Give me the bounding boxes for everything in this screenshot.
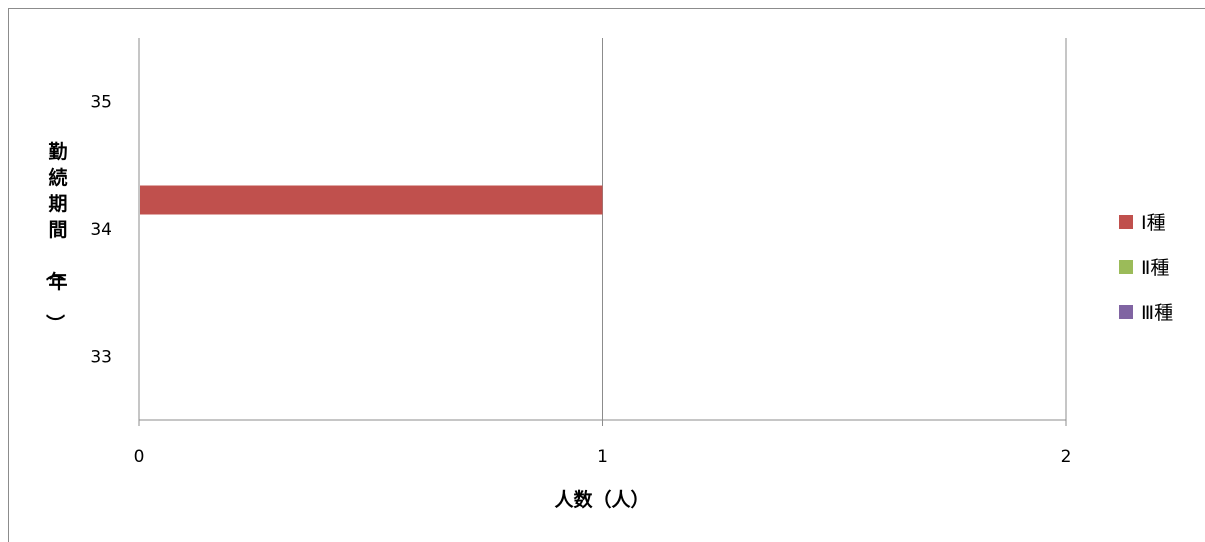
legend-swatch-0: [1119, 215, 1133, 229]
legend-label-0: Ⅰ種: [1141, 212, 1166, 234]
legend-label-2: Ⅲ種: [1141, 302, 1173, 324]
x-tick-label-0: 0: [134, 447, 145, 467]
legend-swatch-1: [1119, 260, 1133, 274]
y-tick-label-1: 34: [90, 220, 112, 240]
y-tick-label-2: 35: [90, 93, 112, 113]
y-axis-title: 勤続期間（年）: [43, 140, 67, 333]
x-tick-label-2: 2: [1061, 447, 1072, 467]
y-tick-label-0: 33: [90, 347, 112, 367]
legend-label-1: Ⅱ種: [1141, 257, 1169, 279]
legend-swatch-2: [1119, 305, 1133, 319]
x-tick-label-1: 1: [597, 447, 608, 467]
chart-frame: [8, 8, 1205, 542]
x-axis-title: 人数（人）: [554, 488, 649, 511]
bar-0-0: [140, 185, 603, 215]
